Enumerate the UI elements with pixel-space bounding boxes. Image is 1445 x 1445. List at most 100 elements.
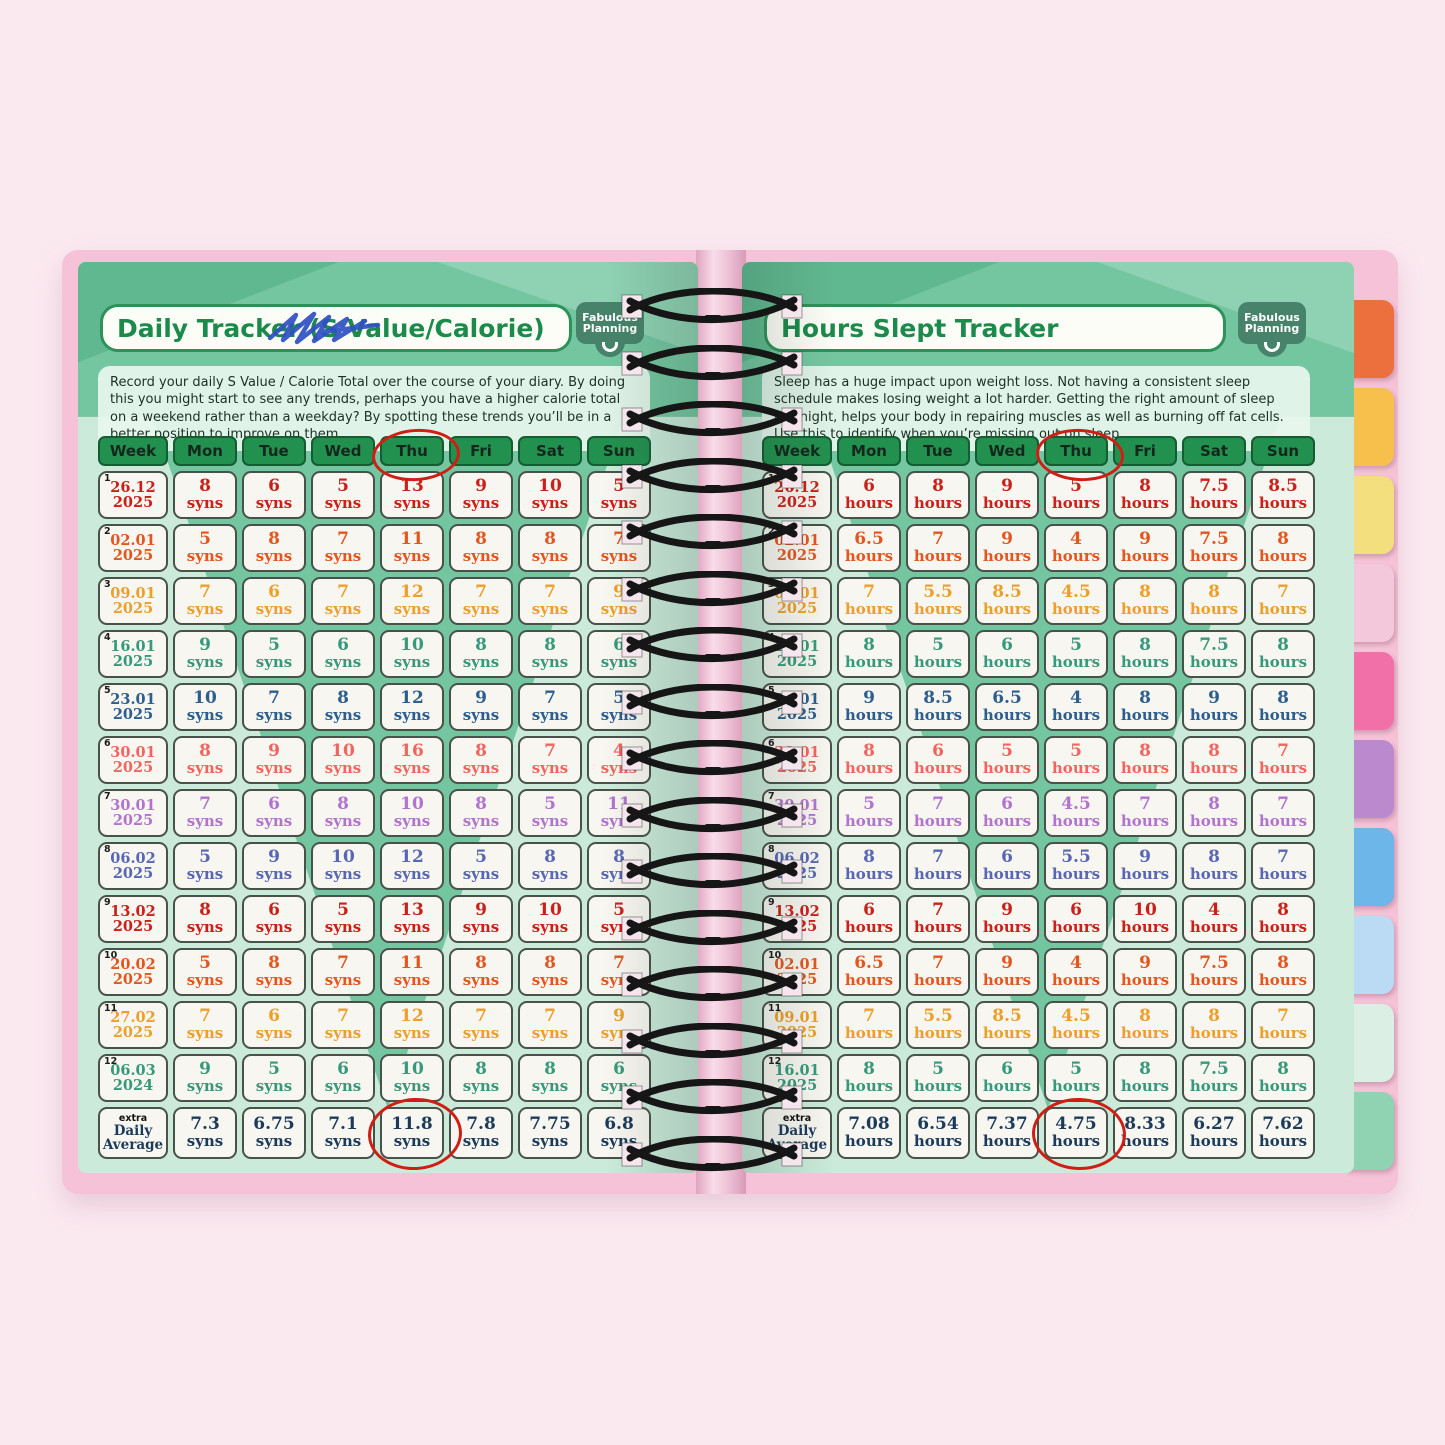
value-cell: 7 syns [449, 577, 513, 625]
value-number: 10 [1133, 900, 1157, 921]
value-number: 7 [932, 953, 944, 974]
value-number: 5 [268, 635, 280, 656]
value-number: 6 [863, 900, 875, 921]
value-unit: syns [324, 706, 362, 725]
value-unit: syns [324, 494, 362, 513]
value-cell: 5 syns [173, 524, 237, 572]
value-cell: 8 hours [1113, 683, 1177, 731]
value-cell: 4.5 hours [1044, 577, 1108, 625]
value-cell: 8.5 hours [975, 577, 1039, 625]
value-unit: hours [982, 653, 1032, 672]
value-cell: 7 syns [173, 1001, 237, 1049]
value-number: 8 [1139, 1059, 1151, 1080]
value-unit: hours [1189, 653, 1239, 672]
value-unit: hours [844, 494, 894, 513]
value-cell: 7 hours [906, 948, 970, 996]
value-unit: syns [186, 865, 224, 884]
value-number: 16 [400, 741, 424, 762]
value-number: 5 [863, 794, 875, 815]
value-unit: syns [393, 918, 431, 937]
value-number: 10 [400, 635, 424, 656]
value-unit: hours [1051, 918, 1101, 937]
value-unit: hours [1120, 971, 1170, 990]
value-cell: 7.5 hours [1182, 471, 1246, 519]
value-cell: 8 hours [1113, 1001, 1177, 1049]
value-unit: syns [531, 1077, 569, 1096]
logo-text: Fabulous [1244, 311, 1300, 324]
value-cell: 4 hours [1044, 524, 1108, 572]
value-cell: 5 hours [1044, 630, 1108, 678]
value-unit: hours [1051, 865, 1101, 884]
value-number: 8.5 [992, 582, 1022, 603]
week-number: 12 [768, 1056, 782, 1067]
page-title-bar: Daily Tracker (S Value/Calorie) [100, 304, 572, 352]
value-number: 5 [337, 476, 349, 497]
value-number: 6 [613, 635, 625, 656]
value-number: 6.5 [854, 529, 884, 550]
value-cell: 10 syns [173, 683, 237, 731]
value-unit: hours [844, 600, 894, 619]
spiral-loop-icon [612, 287, 812, 324]
value-number: 4.5 [1061, 582, 1091, 603]
value-number: 6.8 [604, 1114, 634, 1135]
week-number: 7 [768, 791, 775, 802]
value-number: 6.5 [992, 688, 1022, 709]
value-number: 6 [613, 1059, 625, 1080]
value-number: 8 [268, 529, 280, 550]
value-unit: hours [1051, 653, 1101, 672]
value-unit: hours [1120, 1077, 1170, 1096]
value-number: 13 [400, 476, 424, 497]
value-cell: 8 syns [449, 736, 513, 784]
week-year: 2025 [112, 547, 154, 564]
value-cell: 10 syns [380, 789, 444, 837]
value-number: 9 [1139, 953, 1151, 974]
average-extra-label: extra [782, 1113, 812, 1125]
value-cell: 8 syns [311, 683, 375, 731]
week-number: 5 [104, 685, 111, 696]
value-unit: syns [186, 1024, 224, 1043]
value-cell: 5 syns [242, 1054, 306, 1102]
value-unit: syns [393, 1077, 431, 1096]
value-cell: 10 hours [1113, 895, 1177, 943]
value-number: 7.62 [1262, 1114, 1304, 1135]
value-number: 7 [544, 1006, 556, 1027]
value-number: 8 [1208, 582, 1220, 603]
value-number: 8 [475, 1059, 487, 1080]
value-unit: hours [1051, 1024, 1101, 1043]
value-number: 6 [268, 1006, 280, 1027]
color-tab [1346, 916, 1394, 994]
value-unit: syns [531, 1024, 569, 1043]
value-unit: syns [255, 653, 293, 672]
hours-slept-page: Hours Slept Tracker Fabulous Planning Sl… [742, 262, 1354, 1173]
value-unit: hours [913, 706, 963, 725]
value-unit: hours [844, 918, 894, 937]
value-number: 6.5 [854, 953, 884, 974]
value-number: 8 [544, 1059, 556, 1080]
value-number: 7 [932, 900, 944, 921]
value-cell: 12 syns [380, 577, 444, 625]
value-unit: syns [186, 600, 224, 619]
value-unit: syns [324, 918, 362, 937]
value-number: 7 [337, 953, 349, 974]
value-number: 8 [1139, 635, 1151, 656]
value-number: 9 [1001, 900, 1013, 921]
value-number: 7 [199, 1006, 211, 1027]
average-value-cell: 7.37 hours [975, 1107, 1039, 1159]
value-number: 8 [1277, 1059, 1289, 1080]
value-unit: syns [600, 547, 638, 566]
week-cell: 10 20.02 2025 [98, 948, 168, 996]
value-unit: syns [531, 653, 569, 672]
spiral-loop-icon [612, 796, 812, 833]
value-unit: syns [531, 547, 569, 566]
value-unit: hours [1189, 1024, 1239, 1043]
value-number: 5 [1070, 741, 1082, 762]
color-tab [1346, 1004, 1394, 1082]
value-unit: syns [186, 812, 224, 831]
value-cell: 5 syns [311, 895, 375, 943]
value-unit: syns [255, 918, 293, 937]
spiral-loop-icon [612, 739, 812, 776]
value-unit: hours [1258, 547, 1308, 566]
